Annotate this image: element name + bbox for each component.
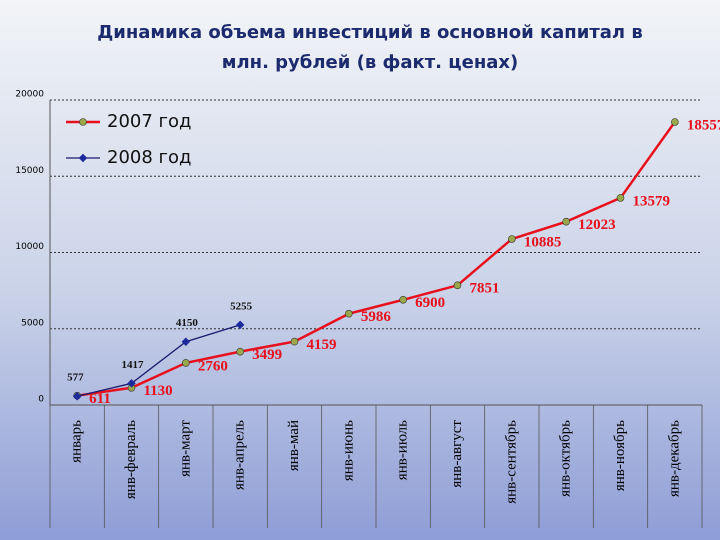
data-label: 5255: [230, 300, 253, 312]
x-tick-label: янв-декабрь: [666, 420, 682, 497]
marker: [453, 281, 462, 290]
data-label: 1417: [122, 359, 145, 371]
y-tick-label: 0: [38, 395, 44, 405]
marker: [616, 194, 625, 202]
x-tick-label: янв-июль: [395, 420, 411, 480]
x-tick-label: янв-февраль: [123, 420, 139, 499]
y-tick-label: 20000: [15, 90, 44, 100]
data-label: 10885: [524, 234, 562, 250]
marker: [235, 320, 245, 330]
marker: [72, 391, 82, 401]
data-label: 5986: [361, 309, 392, 325]
y-tick-label: 15000: [15, 166, 44, 176]
marker: [671, 118, 679, 126]
marker: [345, 309, 353, 318]
marker: [127, 379, 136, 388]
data-label: 611: [89, 391, 111, 407]
marker: [290, 337, 299, 346]
marker: [508, 235, 516, 243]
data-label: 4159: [307, 337, 337, 353]
marker: [182, 359, 190, 367]
x-tick-label: янв-июнь: [340, 420, 356, 481]
series-line: [77, 324, 241, 397]
data-label: 12023: [578, 217, 616, 233]
y-tick-label: 10000: [15, 242, 44, 252]
x-tick-label: янв-октябрь: [558, 420, 574, 497]
marker: [181, 337, 191, 346]
marker: [562, 217, 570, 226]
legend-label: 2007 год: [107, 111, 191, 132]
x-tick-label: янв-апрель: [232, 420, 248, 490]
series-line: [76, 121, 676, 397]
data-label: 18557: [687, 117, 720, 133]
data-label: 7851: [470, 281, 500, 297]
data-label: 4150: [176, 317, 199, 329]
x-tick-label: янв-май: [286, 420, 302, 471]
data-label: 13579: [633, 193, 671, 209]
x-tick-label: янв-март: [177, 420, 193, 477]
data-label: 6900: [415, 295, 445, 311]
x-tick-label: янв-сентябрь: [503, 420, 519, 504]
legend-marker: [79, 118, 87, 126]
marker: [236, 347, 244, 356]
marker: [399, 295, 407, 304]
x-tick-label: янв-август: [449, 420, 465, 488]
y-tick-label: 5000: [21, 318, 44, 328]
data-label: 1130: [144, 383, 173, 399]
x-tick-label: янв-ноябрь: [612, 420, 628, 491]
x-tick-label: январь: [69, 420, 85, 463]
data-label: 2760: [198, 358, 228, 374]
legend-label: 2008 год: [107, 147, 191, 168]
legend-marker: [78, 153, 88, 163]
data-label: 577: [67, 372, 84, 384]
data-label: 3499: [252, 347, 282, 363]
chart-title: Динамика объема инвестиций в основной ка…: [97, 22, 643, 73]
